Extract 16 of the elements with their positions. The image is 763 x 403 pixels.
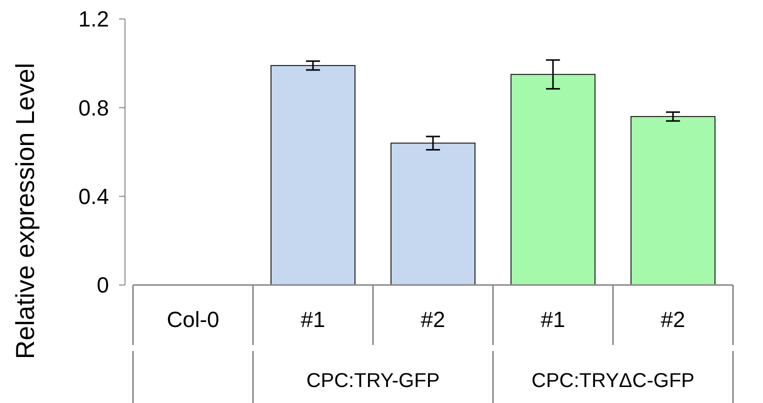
x-tick-label: Col-0 [166,307,220,332]
y-tick-label: 0 [96,272,109,298]
y-tick-label: 1.2 [78,6,109,32]
y-axis-title: Relative expression Level [10,62,40,360]
x-tick-label: #2 [660,307,686,332]
bar [270,65,356,286]
text: CPC:TRY-GFP [306,370,440,392]
bar [510,74,596,286]
y-tick-label: 0.4 [78,184,109,210]
x-tick-label: #1 [300,307,326,332]
bar [630,116,716,286]
bar [390,142,476,286]
x-tick-label: #1 [540,307,566,332]
x-tick-label: #2 [420,307,446,332]
text: CPC:TRYΔC-GFP [532,370,694,392]
y-tick-label: 0.8 [78,95,109,120]
